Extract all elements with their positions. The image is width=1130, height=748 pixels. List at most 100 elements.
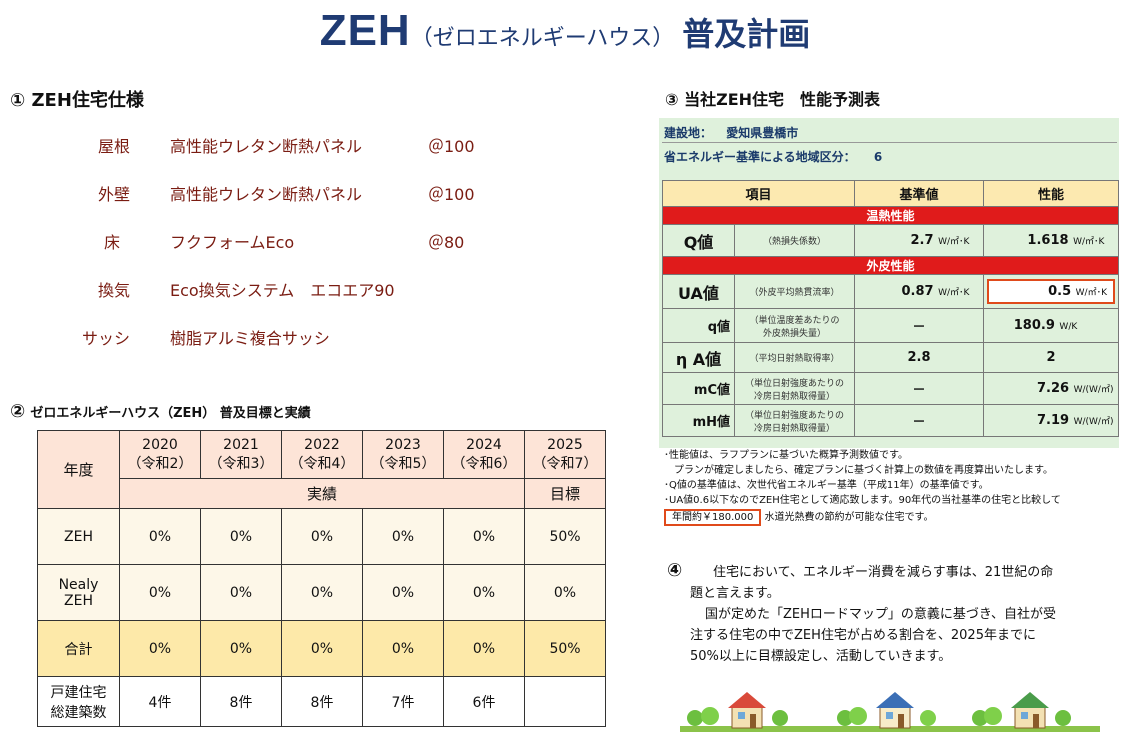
section4-line: 50%以上に目標設定し、活動していきます。 [690,649,952,664]
note-line: ･Q値の基準値は、次世代省エネルギー基準（平成11年）の基準値です。 [664,480,989,491]
cell: 0% [443,508,525,565]
eta-desc: （平均日射熱取得率） [734,342,855,373]
section4-line: 国が定めた「ZEHロードマップ」の意義に基づき、自社が受 [705,607,1056,622]
unit: W/(W/㎡) [1073,385,1114,395]
eta-standard: 2.8 [854,342,984,373]
cell: 8件 [281,676,363,727]
year-cell: 2021 （令和3） [200,430,282,479]
mc-desc: （単位日射強度あたりの 冷房日射熱取得量） [734,372,855,405]
zeh-target-table: 年度 2020 （令和2） 2021 （令和3） 2022 （令和4） 2023 （令和… [37,430,606,727]
performance-table: 項目 基準値 性能 温熱性能 Q値 （熱損失係数） 2.7 W/㎡･K 1.61… [662,180,1119,437]
cell: 50% [524,508,606,565]
unit: W/K [1059,322,1078,332]
ua-desc: （外皮平均熱貫流率） [734,274,855,309]
cell: 0% [281,564,363,621]
mh-standard: － [854,404,984,437]
section2-title: ゼロエネルギーハウス（ZEH） 普及目標と実績 [30,406,311,421]
ua-name: UA値 [662,274,735,309]
qs-standard: － [854,308,984,343]
era-value: （令和2） [127,455,193,472]
q-name: Q値 [662,224,735,257]
house-icon [972,692,1071,729]
house-icon [687,692,788,729]
spec-value: ＠80 [428,233,465,252]
note-line: ･UA値0.6以下なのでZEH住宅として適応致します。90年代の当社基準の住宅と… [664,495,1061,506]
year-header: 年度 [37,430,120,509]
era-value: （令和7） [532,455,598,472]
row-label-line: Nealy [58,576,99,593]
cell: 8件 [200,676,282,727]
cell: 0% [200,564,282,621]
site-value: 愛知県豊橋市 [726,126,799,140]
row-label-line: 総建築数 [50,704,107,721]
desc-line: 外皮熱損失量） [762,328,826,339]
era-value: （令和5） [370,455,436,472]
row-label: 合計 [37,620,120,677]
performance-notes: ･性能値は、ラフプランに基づいた概算予測数値です。 プランが確定しましたら、確定… [664,448,1061,526]
perf-row-mc: mC値 （単位日射強度あたりの 冷房日射熱取得量） － 7.26 W/(W/㎡) [662,372,1119,405]
section1-heading: ① ZEH住宅仕様 [10,90,144,111]
divider [662,142,1117,143]
region-label: 省エネルギー基準による地域区分： [664,150,856,164]
target-header: 目標 [524,478,606,509]
site-label: 建設地： [664,126,713,140]
unit: W/㎡･K [1075,288,1107,298]
spec-value: ＠100 [428,137,475,156]
mc-name: mC値 [662,372,735,405]
era-value: （令和3） [208,455,274,472]
perf-row-qs: q値 （単位温度差あたりの 外皮熱損失量） － 180.9 W/K [662,308,1119,343]
table-row: Nealy ZEH 0% 0% 0% 0% 0% 0% [37,564,606,621]
year-cell: 2024 （令和6） [443,430,525,479]
title-sub: （ゼロエネルギーハウス） [410,26,675,51]
cell: 7件 [362,676,444,727]
qs-perf-value: 180.9 [1013,318,1055,333]
note-line: プランが確定しましたら、確定プランに基づく計算上の数値を再度算出いたします。 [664,465,1053,476]
cell: 0% [200,508,282,565]
spec-name: 床 [103,233,120,252]
houses-illustration [680,692,1100,732]
perf-row-ua: UA値 （外皮平均熱貫流率） 0.87 W/㎡･K 0.5 W/㎡･K [662,274,1119,309]
mc-perf: 7.26 W/(W/㎡) [983,372,1119,405]
row-label-line: ZEH [64,592,93,609]
cell: 0% [281,508,363,565]
year-value: 2025 [547,436,583,453]
qs-perf: 180.9 W/K [983,308,1119,343]
spec-detail: 樹脂アルミ複合サッシ [170,329,330,348]
eta-name: η A値 [662,342,735,373]
section2-heading: ② ゼロエネルギーハウス（ZEH） 普及目標と実績 [10,401,311,422]
cell: 0% [119,620,201,677]
perf-row-mh: mH値 （単位日射強度あたりの 冷房日射熱取得量） － 7.19 W/(W/㎡) [662,404,1119,437]
unit: W/㎡･K [938,288,970,298]
qs-name: q値 [662,308,735,343]
region-value: 6 [873,150,883,164]
year-cell: 2023 （令和5） [362,430,444,479]
cell: 0% [200,620,282,677]
unit: W/(W/㎡) [1073,417,1114,427]
spec-name: 換気 [97,281,130,300]
desc-line: 冷房日射熱取得量） [753,391,835,402]
mc-standard: － [854,372,984,405]
ua-perf: 0.5 W/㎡･K [983,274,1119,309]
mh-perf-value: 7.19 [1036,413,1070,428]
year-value: 2020 [142,436,178,453]
desc-line: 冷房日射熱取得量） [753,423,835,434]
cell: 0% [362,508,444,565]
q-desc: （熱損失係数） [734,224,855,257]
cell: 50% [524,620,606,677]
year-value: 2022 [304,436,340,453]
spec-name: 屋根 [97,137,130,156]
mh-perf: 7.19 W/(W/㎡) [983,404,1119,437]
eta-perf: 2 [983,342,1119,373]
row-label-line: 戸建住宅 [50,684,107,701]
q-standard: 2.7 W/㎡･K [854,224,984,257]
cell: 4件 [119,676,201,727]
mh-name: mH値 [662,404,735,437]
title-plan: 普及計画 [682,15,811,53]
year-value: 2024 [466,436,502,453]
ua-perf-value: 0.5 [1048,284,1072,299]
spec-value: ＠100 [428,185,475,204]
row-label: Nealy ZEH [37,564,120,621]
actual-header: 実績 [119,478,525,509]
era-value: （令和6） [451,455,517,472]
group-envelope: 外皮性能 [662,256,1119,275]
